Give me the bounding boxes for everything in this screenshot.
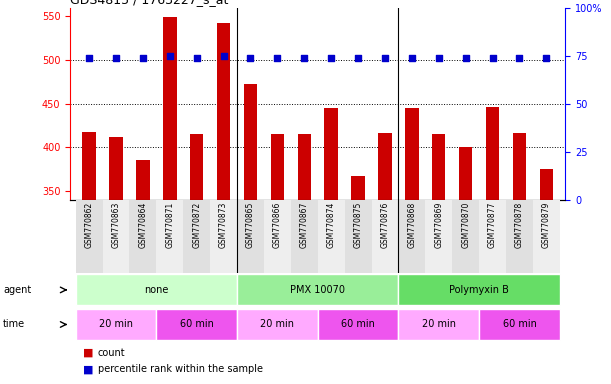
Text: time: time bbox=[3, 319, 25, 329]
Text: PMX 10070: PMX 10070 bbox=[290, 285, 345, 295]
Text: GDS4815 / 1763227_s_at: GDS4815 / 1763227_s_at bbox=[70, 0, 229, 7]
Bar bbox=[513, 133, 526, 384]
Bar bbox=[398, 200, 425, 273]
Bar bbox=[244, 84, 257, 384]
Text: percentile rank within the sample: percentile rank within the sample bbox=[98, 364, 263, 374]
Bar bbox=[291, 200, 318, 273]
Bar bbox=[183, 200, 210, 273]
Text: 60 min: 60 min bbox=[502, 319, 536, 329]
Bar bbox=[190, 134, 203, 384]
Bar bbox=[425, 200, 452, 273]
Text: Polymyxin B: Polymyxin B bbox=[449, 285, 509, 295]
Text: GSM770870: GSM770870 bbox=[461, 202, 470, 248]
Text: GSM770868: GSM770868 bbox=[408, 202, 416, 248]
Text: GSM770879: GSM770879 bbox=[542, 202, 551, 248]
Bar bbox=[506, 200, 533, 273]
Point bbox=[326, 55, 336, 61]
Text: 20 min: 20 min bbox=[260, 319, 295, 329]
Text: GSM770871: GSM770871 bbox=[166, 202, 174, 248]
Text: GSM770874: GSM770874 bbox=[327, 202, 335, 248]
Bar bbox=[76, 309, 156, 340]
Bar bbox=[318, 200, 345, 273]
Point bbox=[380, 55, 390, 61]
Bar bbox=[130, 200, 156, 273]
Bar bbox=[324, 108, 338, 384]
Bar bbox=[210, 200, 237, 273]
Text: GSM770875: GSM770875 bbox=[354, 202, 362, 248]
Text: GSM770869: GSM770869 bbox=[434, 202, 443, 248]
Bar bbox=[136, 161, 150, 384]
Bar bbox=[371, 200, 398, 273]
Bar bbox=[298, 134, 311, 384]
Text: GSM770866: GSM770866 bbox=[273, 202, 282, 248]
Bar bbox=[432, 134, 445, 384]
Bar bbox=[82, 132, 96, 384]
Bar bbox=[345, 200, 371, 273]
Text: 60 min: 60 min bbox=[180, 319, 214, 329]
Point bbox=[111, 55, 121, 61]
Point bbox=[407, 55, 417, 61]
Text: count: count bbox=[98, 348, 125, 358]
Bar bbox=[351, 176, 365, 384]
Bar bbox=[271, 134, 284, 384]
Text: GSM770867: GSM770867 bbox=[300, 202, 309, 248]
Bar bbox=[163, 17, 177, 384]
Bar bbox=[237, 200, 264, 273]
Text: ■: ■ bbox=[82, 348, 93, 358]
Text: GSM770862: GSM770862 bbox=[84, 202, 93, 248]
Bar bbox=[109, 137, 123, 384]
Point bbox=[353, 55, 363, 61]
Point bbox=[138, 55, 148, 61]
Bar bbox=[217, 23, 230, 384]
Point bbox=[514, 55, 524, 61]
Bar bbox=[76, 274, 237, 306]
Bar bbox=[237, 274, 398, 306]
Bar bbox=[237, 309, 318, 340]
Bar bbox=[479, 200, 506, 273]
Bar bbox=[76, 200, 103, 273]
Text: GSM770873: GSM770873 bbox=[219, 202, 228, 248]
Point bbox=[461, 55, 470, 61]
Text: 60 min: 60 min bbox=[341, 319, 375, 329]
Point bbox=[299, 55, 309, 61]
Point bbox=[165, 53, 175, 59]
Text: GSM770864: GSM770864 bbox=[138, 202, 147, 248]
Bar bbox=[156, 309, 237, 340]
Point bbox=[192, 55, 202, 61]
Point bbox=[541, 55, 551, 61]
Text: ■: ■ bbox=[82, 364, 93, 374]
Bar bbox=[398, 309, 479, 340]
Bar bbox=[264, 200, 291, 273]
Bar bbox=[479, 309, 560, 340]
Bar bbox=[540, 169, 553, 384]
Bar bbox=[378, 133, 392, 384]
Bar bbox=[405, 108, 419, 384]
Text: GSM770878: GSM770878 bbox=[515, 202, 524, 248]
Bar bbox=[398, 274, 560, 306]
Point bbox=[488, 55, 497, 61]
Bar bbox=[533, 200, 560, 273]
Text: GSM770872: GSM770872 bbox=[192, 202, 201, 248]
Point bbox=[219, 53, 229, 59]
Bar bbox=[452, 200, 479, 273]
Point bbox=[246, 55, 255, 61]
Text: GSM770865: GSM770865 bbox=[246, 202, 255, 248]
Bar bbox=[486, 107, 499, 384]
Text: agent: agent bbox=[3, 285, 31, 295]
Point bbox=[434, 55, 444, 61]
Bar bbox=[156, 200, 183, 273]
Bar bbox=[318, 309, 398, 340]
Bar bbox=[103, 200, 130, 273]
Text: GSM770877: GSM770877 bbox=[488, 202, 497, 248]
Text: 20 min: 20 min bbox=[422, 319, 456, 329]
Text: GSM770863: GSM770863 bbox=[111, 202, 120, 248]
Point bbox=[84, 55, 94, 61]
Text: GSM770876: GSM770876 bbox=[381, 202, 389, 248]
Point bbox=[273, 55, 282, 61]
Bar bbox=[459, 147, 472, 384]
Text: 20 min: 20 min bbox=[99, 319, 133, 329]
Text: none: none bbox=[144, 285, 169, 295]
